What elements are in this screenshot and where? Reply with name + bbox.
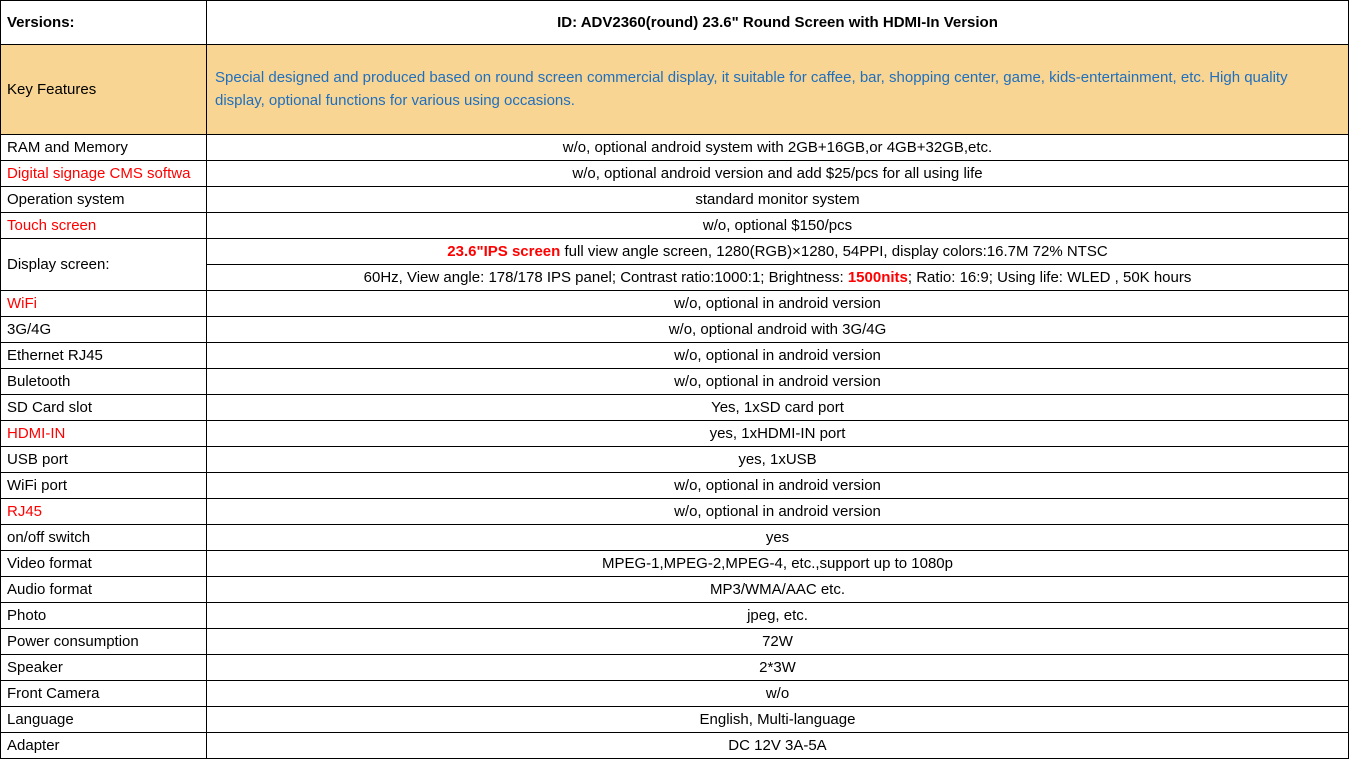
key-features-label: Key Features [1, 45, 207, 135]
table-row: Power consumption 72W [1, 629, 1349, 655]
row-value: Yes, 1xSD card port [207, 395, 1349, 421]
display-line2-after: ; Ratio: 16:9; Using life: WLED , 50K ho… [908, 269, 1191, 286]
header-value-text: ID: ADV2360(round) 23.6" Round Screen wi… [557, 14, 998, 31]
row-label: RAM and Memory [1, 135, 207, 161]
row-label: USB port [1, 447, 207, 473]
display-row-1: Display screen: 23.6"IPS screen full vie… [1, 239, 1349, 265]
table-row: WiFi port w/o, optional in android versi… [1, 473, 1349, 499]
display-line2: 60Hz, View angle: 178/178 IPS panel; Con… [207, 265, 1349, 291]
row-value: w/o, optional in android version [207, 369, 1349, 395]
row-value: English, Multi-language [207, 707, 1349, 733]
row-label: Touch screen [1, 213, 207, 239]
display-line1-rest: full view angle screen, 1280(RGB)×1280, … [560, 243, 1107, 260]
row-label: Operation system [1, 187, 207, 213]
table-row: Digital signage CMS softwa w/o, optional… [1, 161, 1349, 187]
table-row: Touch screen w/o, optional $150/pcs [1, 213, 1349, 239]
row-value: w/o, optional in android version [207, 473, 1349, 499]
row-value: MPEG-1,MPEG-2,MPEG-4, etc.,support up to… [207, 551, 1349, 577]
row-value: jpeg, etc. [207, 603, 1349, 629]
row-label: HDMI-IN [1, 421, 207, 447]
table-row: Buletooth w/o, optional in android versi… [1, 369, 1349, 395]
row-value: MP3/WMA/AAC etc. [207, 577, 1349, 603]
row-value: w/o, optional android system with 2GB+16… [207, 135, 1349, 161]
row-label: WiFi port [1, 473, 207, 499]
table-row: Video format MPEG-1,MPEG-2,MPEG-4, etc.,… [1, 551, 1349, 577]
row-label: Ethernet RJ45 [1, 343, 207, 369]
table-row: Photo jpeg, etc. [1, 603, 1349, 629]
row-label: Power consumption [1, 629, 207, 655]
display-line2-red: 1500nits [848, 269, 908, 286]
row-label: on/off switch [1, 525, 207, 551]
row-value: w/o [207, 681, 1349, 707]
table-row: on/off switch yes [1, 525, 1349, 551]
table-row: Speaker 2*3W [1, 655, 1349, 681]
row-label: Digital signage CMS softwa [1, 161, 207, 187]
row-label: Adapter [1, 733, 207, 759]
display-line1: 23.6"IPS screen full view angle screen, … [207, 239, 1349, 265]
row-value: w/o, optional in android version [207, 291, 1349, 317]
row-label: Photo [1, 603, 207, 629]
header-row: Versions: ID: ADV2360(round) 23.6" Round… [1, 1, 1349, 45]
table-row: RAM and Memory w/o, optional android sys… [1, 135, 1349, 161]
row-label: RJ45 [1, 499, 207, 525]
table-row: USB port yes, 1xUSB [1, 447, 1349, 473]
display-line2-before: 60Hz, View angle: 178/178 IPS panel; Con… [364, 269, 848, 286]
row-value: DC 12V 3A-5A [207, 733, 1349, 759]
table-row: Audio format MP3/WMA/AAC etc. [1, 577, 1349, 603]
table-row: 3G/4G w/o, optional android with 3G/4G [1, 317, 1349, 343]
spec-table-body: Versions: ID: ADV2360(round) 23.6" Round… [1, 1, 1349, 759]
row-label: Front Camera [1, 681, 207, 707]
row-label: WiFi [1, 291, 207, 317]
row-value: yes [207, 525, 1349, 551]
row-value: yes, 1xHDMI-IN port [207, 421, 1349, 447]
table-row: Adapter DC 12V 3A-5A [1, 733, 1349, 759]
table-row: Ethernet RJ45 w/o, optional in android v… [1, 343, 1349, 369]
row-label: Audio format [1, 577, 207, 603]
row-label: SD Card slot [1, 395, 207, 421]
key-features-value: Special designed and produced based on r… [207, 45, 1349, 135]
row-label: Speaker [1, 655, 207, 681]
key-features-row: Key Features Special designed and produc… [1, 45, 1349, 135]
row-value: w/o, optional android with 3G/4G [207, 317, 1349, 343]
row-label: Language [1, 707, 207, 733]
table-row: Language English, Multi-language [1, 707, 1349, 733]
table-row: RJ45 w/o, optional in android version [1, 499, 1349, 525]
table-row: HDMI-IN yes, 1xHDMI-IN port [1, 421, 1349, 447]
spec-table: Versions: ID: ADV2360(round) 23.6" Round… [0, 0, 1349, 759]
header-value: ID: ADV2360(round) 23.6" Round Screen wi… [207, 1, 1349, 45]
row-value: w/o, optional in android version [207, 499, 1349, 525]
row-value: 72W [207, 629, 1349, 655]
row-value: w/o, optional android version and add $2… [207, 161, 1349, 187]
row-label: Buletooth [1, 369, 207, 395]
table-row: SD Card slot Yes, 1xSD card port [1, 395, 1349, 421]
header-label: Versions: [1, 1, 207, 45]
table-row: WiFi w/o, optional in android version [1, 291, 1349, 317]
row-value: w/o, optional $150/pcs [207, 213, 1349, 239]
row-value: standard monitor system [207, 187, 1349, 213]
table-row: Front Camera w/o [1, 681, 1349, 707]
row-value: w/o, optional in android version [207, 343, 1349, 369]
display-line1-red: 23.6"IPS screen [447, 243, 560, 260]
row-value: 2*3W [207, 655, 1349, 681]
row-label: 3G/4G [1, 317, 207, 343]
row-label: Video format [1, 551, 207, 577]
display-label: Display screen: [1, 239, 207, 291]
table-row: Operation system standard monitor system [1, 187, 1349, 213]
row-value: yes, 1xUSB [207, 447, 1349, 473]
